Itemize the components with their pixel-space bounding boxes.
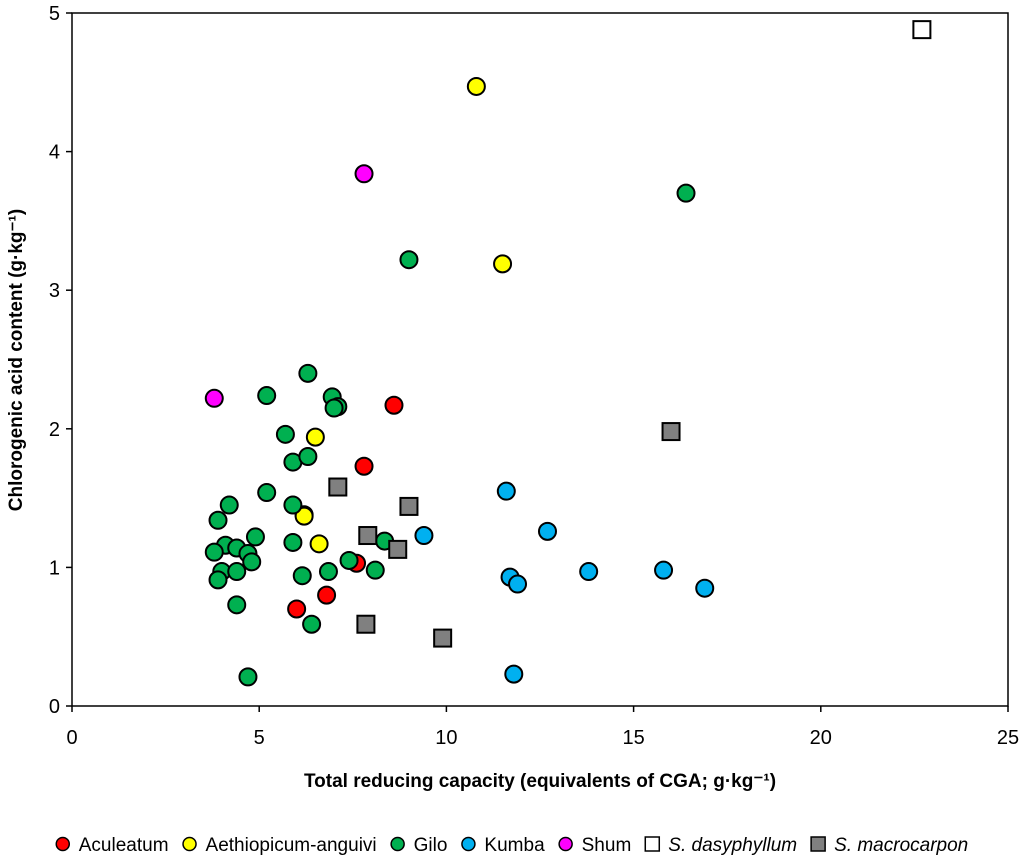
point-aculeatum: [317, 585, 337, 605]
point-s-macrocarpon: [661, 422, 681, 442]
point-aethiopicum-anguivi: [294, 506, 314, 526]
point-gilo: [283, 532, 303, 552]
legend-item-s-dasyphyllum: S. dasyphyllum: [644, 835, 797, 856]
point-gilo: [227, 562, 247, 582]
legend-item-shum: Shum: [558, 835, 632, 856]
y-tick-label: 1: [49, 557, 60, 579]
legend: Aculeatum Aethiopicum-anguivi Gilo Kumba Shu…: [55, 835, 968, 856]
point-aethiopicum-anguivi: [466, 76, 486, 96]
y-axis-ticks: 0 1 2 3 4 5: [49, 3, 72, 718]
point-gilo: [238, 667, 258, 687]
point-aethiopicum-anguivi: [493, 254, 513, 274]
point-kumba: [579, 562, 599, 582]
point-gilo: [219, 495, 239, 515]
legend-label: Shum: [582, 835, 632, 856]
point-shum: [354, 164, 374, 184]
point-aculeatum: [287, 599, 307, 619]
point-kumba: [504, 664, 524, 684]
point-aethiopicum-anguivi: [305, 427, 325, 447]
point-gilo: [283, 495, 303, 515]
y-tick-label: 4: [49, 142, 60, 164]
point-s-macrocarpon: [356, 614, 376, 634]
legend-marker: [558, 836, 573, 852]
point-gilo: [204, 542, 224, 562]
point-gilo: [339, 550, 359, 570]
legend-marker: [390, 836, 405, 852]
y-axis-title: Chlorogenic acid content (g·kg⁻¹): [6, 209, 27, 511]
legend-marker: [644, 836, 661, 852]
legend-item-aethiopicum-anguivi: Aethiopicum-anguivi: [182, 835, 377, 856]
point-aculeatum: [354, 456, 374, 476]
point-gilo: [302, 614, 322, 634]
point-gilo: [298, 447, 318, 467]
legend-label: Aculeatum: [79, 835, 169, 856]
x-axis-title: Total reducing capacity (equivalents of …: [304, 771, 776, 792]
x-tick-label: 5: [254, 727, 265, 749]
point-gilo: [676, 183, 696, 203]
legend-item-kumba: Kumba: [461, 835, 545, 856]
point-gilo: [298, 363, 318, 383]
legend-label: Gilo: [414, 835, 448, 856]
point-kumba: [537, 521, 557, 541]
legend-marker: [182, 836, 197, 852]
point-shum: [204, 388, 224, 408]
point-kumba: [654, 560, 674, 580]
x-tick-label: 15: [622, 727, 644, 749]
y-tick-label: 3: [49, 280, 60, 302]
plot-area: [71, 12, 1009, 707]
legend-label: Aethiopicum-anguivi: [206, 835, 377, 856]
point-gilo: [242, 552, 262, 572]
point-s-macrocarpon: [358, 526, 378, 546]
point-s-dasyphyllum: [912, 20, 932, 40]
point-gilo: [208, 570, 228, 590]
point-gilo: [257, 386, 277, 406]
point-s-macrocarpon: [388, 539, 408, 559]
point-aculeatum: [384, 395, 404, 415]
x-tick-label: 20: [810, 727, 832, 749]
point-gilo: [324, 398, 344, 418]
point-gilo: [227, 595, 247, 615]
point-gilo: [399, 250, 419, 270]
point-gilo: [208, 510, 228, 530]
legend-marker: [810, 836, 826, 852]
y-tick-label: 2: [49, 419, 60, 441]
legend-label: S. macrocarpon: [834, 835, 968, 856]
legend-label: Kumba: [484, 835, 545, 856]
point-s-macrocarpon: [399, 496, 419, 516]
x-axis-ticks: 0 5 10 15 20 25: [66, 706, 1019, 749]
data-points: [204, 20, 932, 687]
legend-marker: [461, 836, 476, 852]
point-aethiopicum-anguivi: [309, 534, 329, 554]
point-kumba: [414, 526, 434, 546]
y-tick-label: 0: [49, 696, 60, 718]
x-tick-label: 10: [435, 727, 457, 749]
legend-item-s-macrocarpon: S. macrocarpon: [810, 835, 968, 856]
point-s-macrocarpon: [328, 477, 348, 497]
point-kumba: [695, 578, 715, 598]
point-gilo: [245, 527, 265, 547]
point-kumba: [508, 574, 528, 594]
legend-label: S. dasyphyllum: [668, 835, 797, 856]
x-tick-label: 0: [66, 727, 77, 749]
point-gilo: [275, 424, 295, 444]
point-gilo: [257, 483, 277, 503]
legend-item-aculeatum: Aculeatum: [55, 835, 169, 856]
y-tick-label: 5: [49, 3, 60, 25]
x-tick-label: 25: [997, 727, 1019, 749]
point-gilo: [292, 566, 312, 586]
point-gilo: [318, 562, 338, 582]
point-kumba: [496, 481, 516, 501]
point-gilo: [365, 560, 385, 580]
legend-marker: [55, 836, 71, 852]
legend-item-gilo: Gilo: [390, 835, 448, 856]
point-s-macrocarpon: [433, 628, 453, 648]
